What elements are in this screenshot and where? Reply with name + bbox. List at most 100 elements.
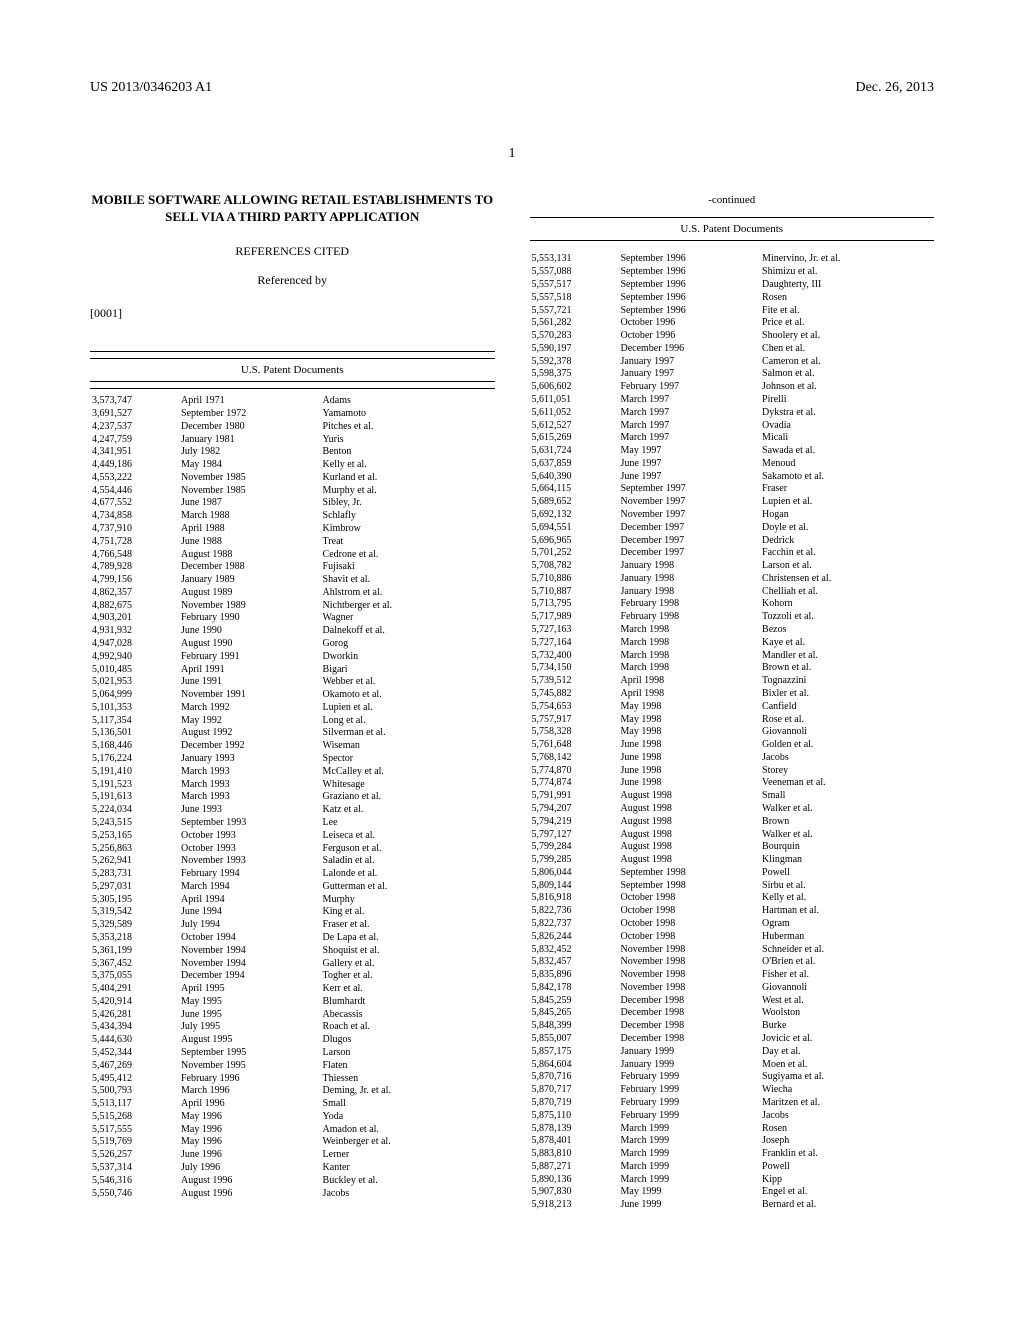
table-cell: 5,191,523: [90, 778, 179, 791]
table-row: 5,692,132November 1997Hogan: [530, 509, 935, 522]
table-cell: March 1998: [618, 649, 760, 662]
table-cell: Kimbrow: [321, 523, 495, 536]
table-row: 5,717,989February 1998Tozzoli et al.: [530, 611, 935, 624]
table-cell: 5,822,737: [530, 918, 619, 931]
table-row: 5,557,517September 1996Daughterty, III: [530, 279, 935, 292]
table-row: 5,761,648June 1998Golden et al.: [530, 739, 935, 752]
table-cell: May 1992: [179, 714, 321, 727]
table-cell: Spector: [321, 753, 495, 766]
table-cell: February 1997: [618, 381, 760, 394]
table-cell: Powell: [760, 1160, 934, 1173]
table-cell: November 1994: [179, 957, 321, 970]
table-cell: 5,832,452: [530, 943, 619, 956]
table-row: 5,696,965December 1997Dedrick: [530, 534, 935, 547]
table-cell: October 1994: [179, 932, 321, 945]
table-cell: Brown: [760, 815, 934, 828]
table-row: 5,590,197December 1996Chen et al.: [530, 342, 935, 355]
table-cell: 5,887,271: [530, 1160, 619, 1173]
table-row: 4,862,357August 1989Ahlstrom et al.: [90, 587, 495, 600]
table-cell: 5,689,652: [530, 496, 619, 509]
table-cell: March 1997: [618, 419, 760, 432]
table-row: 5,799,285August 1998Klingman: [530, 854, 935, 867]
page-number: 1: [90, 146, 934, 162]
table-cell: 4,799,156: [90, 574, 179, 587]
table-row: 5,640,390June 1997Sakamoto et al.: [530, 470, 935, 483]
table-cell: 5,375,055: [90, 970, 179, 983]
table-cell: Walker et al.: [760, 803, 934, 816]
table-cell: 5,826,244: [530, 930, 619, 943]
table-cell: Rosen: [760, 1122, 934, 1135]
table-cell: 5,878,401: [530, 1135, 619, 1148]
right-table-header: U.S. Patent Documents: [530, 211, 935, 247]
table-cell: August 1996: [179, 1174, 321, 1187]
table-cell: 5,224,034: [90, 804, 179, 817]
table-cell: Leiseca et al.: [321, 829, 495, 842]
table-cell: 5,101,353: [90, 702, 179, 715]
table-cell: 5,907,830: [530, 1186, 619, 1199]
table-cell: August 1998: [618, 854, 760, 867]
table-cell: Ovadia: [760, 419, 934, 432]
table-cell: November 1998: [618, 943, 760, 956]
table-cell: November 1998: [618, 982, 760, 995]
table-row: 5,774,870June 1998Storey: [530, 764, 935, 777]
table-cell: 5,640,390: [530, 470, 619, 483]
table-row: 5,637,859June 1997Menoud: [530, 458, 935, 471]
table-cell: December 1997: [618, 547, 760, 560]
table-cell: December 1998: [618, 1007, 760, 1020]
table-cell: December 1994: [179, 970, 321, 983]
table-cell: Micali: [760, 432, 934, 445]
table-cell: Wiecha: [760, 1084, 934, 1097]
table-cell: 5,553,131: [530, 253, 619, 266]
table-cell: 5,517,555: [90, 1123, 179, 1136]
table-cell: June 1998: [618, 751, 760, 764]
table-row: 5,822,737October 1998Ogram: [530, 918, 935, 931]
table-cell: Lupien et al.: [760, 496, 934, 509]
table-cell: Silverman et al.: [321, 727, 495, 740]
table-row: 5,283,731February 1994Lalonde et al.: [90, 868, 495, 881]
table-cell: 5,774,870: [530, 764, 619, 777]
table-cell: 5,870,717: [530, 1084, 619, 1097]
table-row: 5,855,007December 1998Jovicic et al.: [530, 1033, 935, 1046]
table-row: 5,701,252December 1997Facchin et al.: [530, 547, 935, 560]
table-row: 5,757,917May 1998Rose et al.: [530, 713, 935, 726]
table-cell: Doyle et al.: [760, 521, 934, 534]
table-cell: 5,890,136: [530, 1173, 619, 1186]
table-cell: Maritzen et al.: [760, 1097, 934, 1110]
table-cell: January 1998: [618, 573, 760, 586]
table-cell: 5,606,602: [530, 381, 619, 394]
table-cell: October 1993: [179, 829, 321, 842]
table-row: 5,515,268May 1996Yoda: [90, 1111, 495, 1124]
table-cell: Moen et al.: [760, 1058, 934, 1071]
table-cell: June 1997: [618, 470, 760, 483]
table-cell: August 1998: [618, 828, 760, 841]
table-cell: Bernard et al.: [760, 1199, 934, 1212]
table-cell: Fraser: [760, 483, 934, 496]
table-cell: Canfield: [760, 700, 934, 713]
table-cell: Ahlstrom et al.: [321, 587, 495, 600]
table-cell: Mandler et al.: [760, 649, 934, 662]
table-cell: December 1997: [618, 534, 760, 547]
paragraph-number: [0001]: [90, 306, 495, 321]
table-cell: Saladin et al.: [321, 855, 495, 868]
table-cell: April 1988: [179, 523, 321, 536]
table-cell: January 1993: [179, 753, 321, 766]
page-header: US 2013/0346203 A1 Dec. 26, 2013: [90, 80, 934, 96]
table-cell: 5,283,731: [90, 868, 179, 881]
table-cell: Lerner: [321, 1149, 495, 1162]
table-row: 5,297,031March 1994Gutterman et al.: [90, 880, 495, 893]
table-row: 5,845,259December 1998West et al.: [530, 994, 935, 1007]
table-cell: April 1971: [179, 395, 321, 408]
table-cell: Dlugos: [321, 1034, 495, 1047]
table-row: 5,870,717February 1999Wiecha: [530, 1084, 935, 1097]
table-row: 4,247,759January 1981Yuris: [90, 433, 495, 446]
table-cell: Huberman: [760, 930, 934, 943]
table-cell: 5,774,874: [530, 777, 619, 790]
table-cell: March 1999: [618, 1160, 760, 1173]
table-cell: Shoolery et al.: [760, 330, 934, 343]
table-cell: Powell: [760, 867, 934, 880]
table-row: 4,799,156January 1989Shavit et al.: [90, 574, 495, 587]
table-cell: 5,444,630: [90, 1034, 179, 1047]
table-cell: August 1990: [179, 638, 321, 651]
table-row: 5,797,127August 1998Walker et al.: [530, 828, 935, 841]
table-row: 4,734,858March 1988Schlafly: [90, 510, 495, 523]
